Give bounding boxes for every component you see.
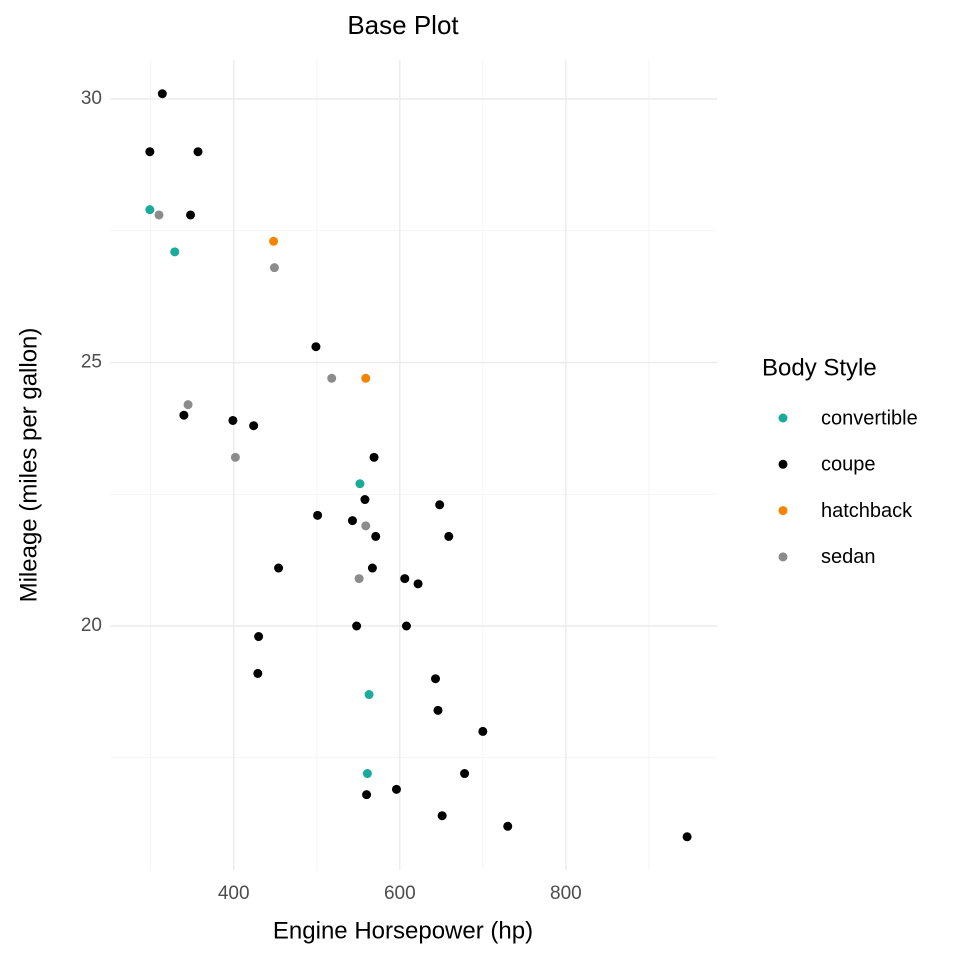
point [352,621,362,631]
x-tick-label: 400 [218,883,250,904]
point [145,147,155,157]
point [274,563,284,573]
x-axis-label: Engine Horsepower (hp) [273,917,533,944]
legend-label: hatchback [821,500,913,522]
y-tick-label: 20 [81,615,102,636]
point [682,832,692,842]
y-tick-label: 25 [81,352,102,373]
legend-label: sedan [821,546,876,568]
point [354,574,364,584]
point [228,415,238,425]
point [362,790,372,800]
point [361,373,371,383]
point [186,210,196,220]
point [249,421,259,431]
point [254,632,264,642]
legend-marker [778,506,788,516]
point [367,563,377,573]
point [433,705,443,715]
legend-label: convertible [821,407,918,429]
point [311,342,321,352]
point [437,811,447,821]
point [170,247,180,257]
point [413,579,423,589]
point [431,674,441,684]
point [347,516,357,526]
legend-marker [778,552,788,562]
point [154,210,164,220]
point [371,531,381,541]
point [444,531,454,541]
point [391,784,401,794]
point [269,236,279,246]
y-axis-label: Mileage (miles per gallon) [15,328,42,603]
x-tick-label: 800 [550,883,582,904]
point [400,574,410,584]
point [478,726,488,736]
point [360,495,370,505]
legend-marker [778,459,788,469]
y-tick-label: 30 [81,88,102,109]
point [183,400,193,410]
point [503,821,513,831]
point [313,510,323,520]
legend-marker [778,413,788,423]
point [460,769,470,779]
point [145,205,155,215]
point [401,621,411,631]
point [435,500,445,510]
legend-title: Body Style [762,354,877,381]
point [355,479,365,489]
point [369,452,379,462]
point [362,769,372,779]
point [327,373,337,383]
point [230,452,240,462]
chart-title: Base Plot [347,10,459,40]
point [179,410,189,420]
x-tick-label: 600 [384,883,416,904]
legend-label: coupe [821,454,876,476]
point [364,690,374,700]
point [361,521,371,531]
point [157,89,167,99]
point [253,668,263,678]
point [269,263,279,273]
point [193,147,203,157]
